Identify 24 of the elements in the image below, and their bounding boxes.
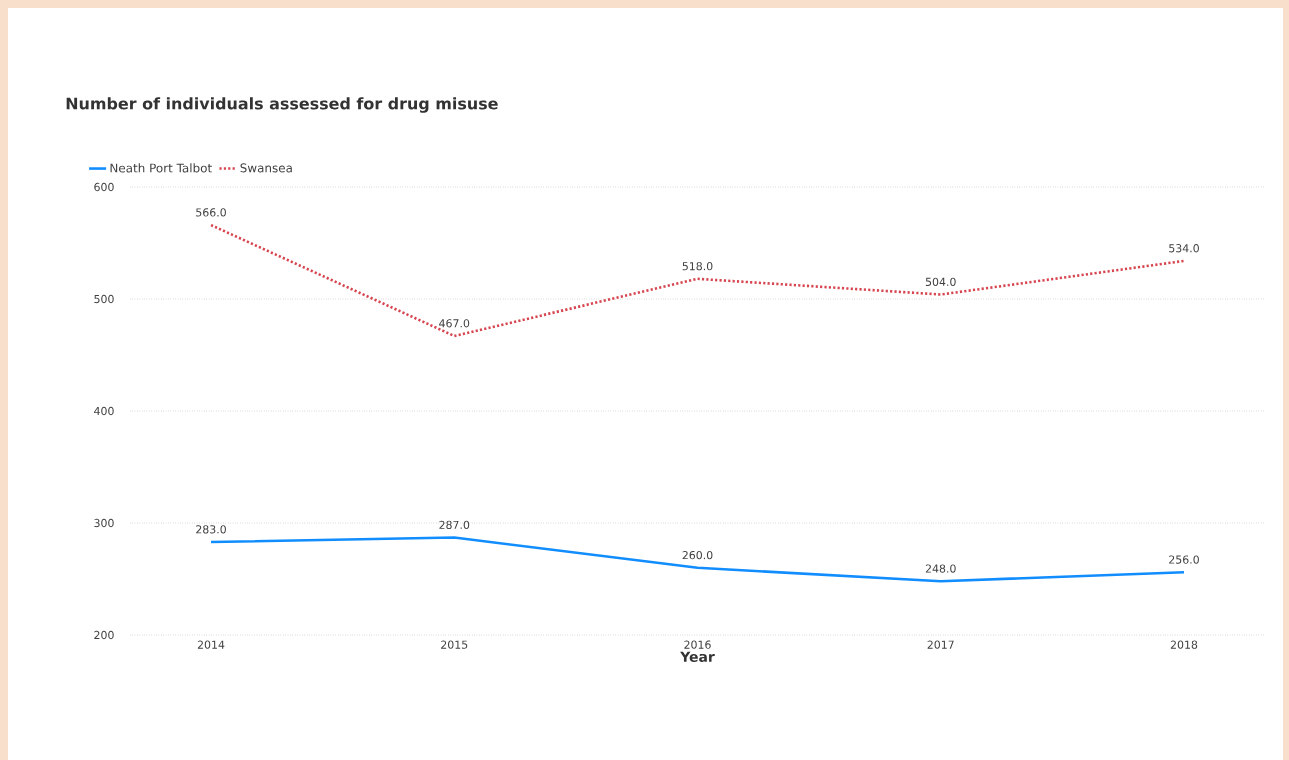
chart-title: Number of individuals assessed for drug misuse [66, 97, 498, 113]
x-tick-label: 2014 [197, 640, 225, 649]
y-tick-label: 200 [94, 630, 114, 640]
data-label: 248.0 [925, 564, 956, 573]
legend-label: Swansea [240, 163, 292, 173]
data-label: 260.0 [682, 550, 713, 560]
y-tick-label: 500 [94, 294, 114, 304]
data-label: 534.0 [1169, 244, 1199, 253]
x-tick-label: 2017 [927, 640, 954, 649]
data-label: 518.0 [682, 262, 713, 271]
data-label: 283.0 [196, 525, 226, 534]
data-label: 566.0 [196, 208, 226, 217]
data-label: 467.0 [439, 319, 470, 328]
data-label: 504.0 [925, 277, 956, 286]
data-label: 287.0 [439, 520, 470, 530]
y-tick-label: 600 [94, 182, 114, 192]
x-tick-label: 2015 [441, 640, 468, 649]
x-tick-label: 2016 [684, 640, 711, 649]
y-tick-label: 300 [94, 518, 114, 528]
legend-label: Neath Port Talbot [110, 163, 212, 173]
x-tick-label: 2018 [1170, 640, 1198, 649]
data-label: 256.0 [1169, 555, 1199, 564]
y-tick-label: 400 [94, 406, 114, 416]
x-axis-title: Year [680, 651, 715, 662]
